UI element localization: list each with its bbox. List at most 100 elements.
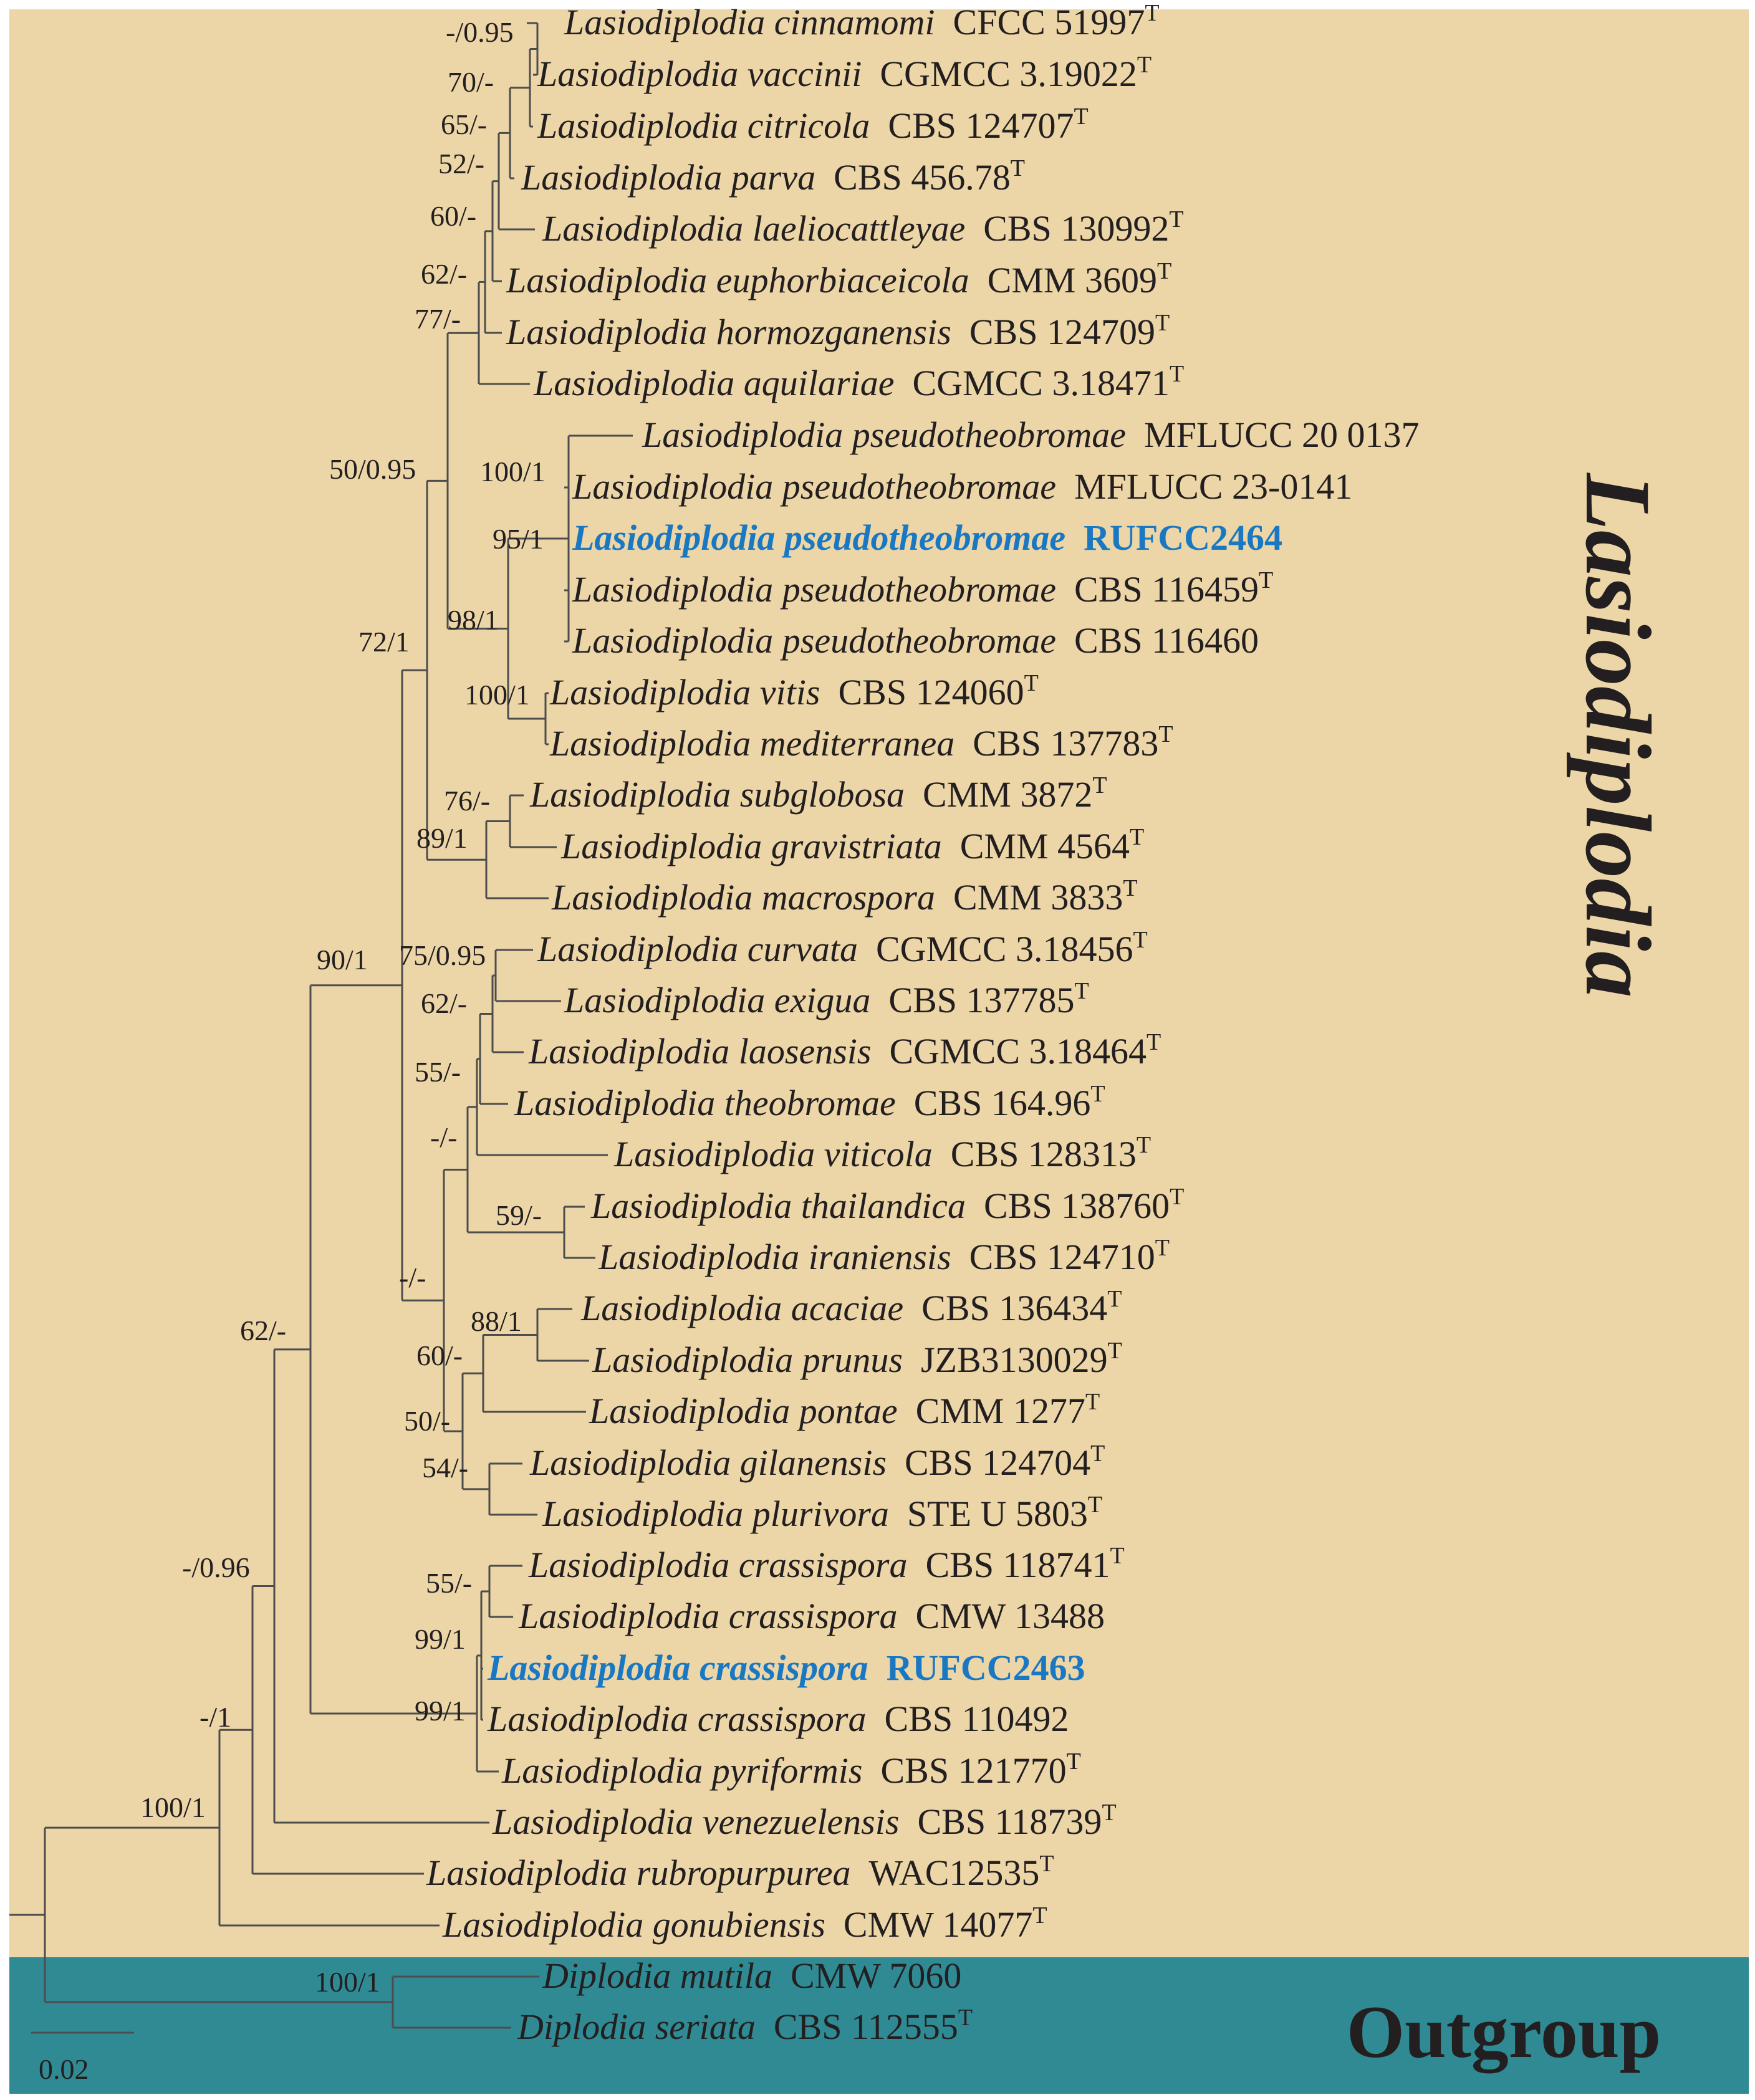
type-marker: T	[1155, 310, 1170, 336]
taxon-species: Lasiodiplodia hormozganensis	[506, 312, 951, 352]
support-values: -/0.95 70/- 65/- 52/- 60/- 62/- 77/- 50/0.95 100…	[140, 16, 546, 1998]
taxon-label: Lasiodiplodia pontae CMM 1277T	[589, 1389, 1100, 1431]
taxon-label: Lasiodiplodia exigua CBS 137785T	[564, 978, 1089, 1020]
taxon-strain: CBS 128313	[933, 1134, 1137, 1174]
taxon-strain: CBS 124709	[951, 312, 1155, 352]
type-marker: T	[958, 2005, 973, 2031]
tree-branches	[9, 22, 633, 2029]
taxon-strain: CMM 3609	[969, 260, 1157, 300]
taxon-species: Lasiodiplodia rubropurpurea	[426, 1853, 851, 1893]
support-value: 100/1	[464, 679, 530, 711]
support-value: 72/1	[358, 626, 410, 658]
support-value: 75/0.95	[399, 939, 486, 971]
support-value: 98/1	[448, 604, 499, 636]
support-value: 99/1	[415, 1695, 466, 1727]
taxon-strain: CMW 7060	[772, 1955, 961, 1996]
taxon-label: Lasiodiplodia euphorbiaceicola CMM 3609T	[506, 258, 1171, 300]
taxon-label: Lasiodiplodia gravistriata CMM 4564T	[560, 824, 1144, 866]
taxon-species: Lasiodiplodia aquilariae	[533, 363, 894, 403]
taxon-species: Diplodia mutila	[542, 1955, 772, 1996]
taxon-strain: CFCC 51997	[935, 2, 1145, 42]
taxon-label: Lasiodiplodia aquilariae CGMCC 3.18471T	[533, 361, 1184, 403]
taxon-species: Lasiodiplodia pseudotheobromae	[572, 569, 1056, 610]
scale-bar: 0.02	[31, 2031, 134, 2085]
taxon-label: Diplodia seriata CBS 112555T	[517, 2005, 973, 2047]
support-value: 89/1	[416, 822, 468, 854]
taxon-species: Lasiodiplodia laosensis	[528, 1031, 871, 1072]
support-value: -/-	[430, 1121, 457, 1153]
taxon-species: Lasiodiplodia crassispora	[487, 1699, 867, 1739]
type-marker: T	[1039, 1851, 1054, 1877]
taxon-label: Lasiodiplodia iraniensis CBS 124710T	[598, 1235, 1170, 1277]
type-marker: T	[1158, 721, 1173, 747]
support-value: 88/1	[471, 1305, 522, 1337]
taxon-species: Lasiodiplodia pyriformis	[501, 1750, 862, 1791]
taxon-label: Lasiodiplodia mediterranea CBS 137783T	[549, 721, 1173, 764]
support-value: -/0.96	[182, 1551, 250, 1583]
taxon-label: Lasiodiplodia pseudotheobromae CBS 11645…	[572, 567, 1273, 610]
taxon-strain: CMM 3833	[935, 877, 1123, 918]
taxon-strain: MFLUCC 20 0137	[1126, 415, 1420, 455]
type-marker: T	[1108, 1338, 1122, 1364]
type-marker: T	[1123, 875, 1137, 901]
support-value: 90/1	[317, 944, 368, 976]
support-value: 100/1	[480, 456, 546, 487]
taxon-strain: CBS 118741	[908, 1545, 1110, 1585]
support-value: 60/-	[416, 1340, 463, 1371]
taxon-strain: CMW 13488	[898, 1596, 1105, 1636]
type-marker: T	[1110, 1543, 1124, 1569]
support-value: 62/-	[421, 258, 467, 290]
taxon-species: Lasiodiplodia euphorbiaceicola	[506, 260, 969, 300]
taxon-strain: CGMCC 3.19022	[862, 54, 1137, 94]
type-marker: T	[1090, 1081, 1105, 1107]
taxon-species: Lasiodiplodia cinnamomi	[564, 2, 935, 42]
taxon-label: Lasiodiplodia theobromae CBS 164.96T	[514, 1081, 1105, 1123]
taxon-species: Lasiodiplodia pseudotheobromae	[642, 415, 1126, 455]
clade-label-lasiodiplodia: Lasiodiplodia	[1566, 472, 1670, 998]
taxon-strain: CGMCC 3.18456	[858, 929, 1133, 969]
taxon-strain: JZB3130029	[903, 1340, 1108, 1380]
type-marker: T	[1137, 52, 1152, 78]
taxon-strain: WAC12535	[851, 1853, 1040, 1893]
taxon-strain: STE U 5803	[889, 1493, 1088, 1534]
taxon-label: Lasiodiplodia viticola CBS 128313T	[613, 1132, 1151, 1174]
support-value: 65/-	[441, 108, 487, 140]
taxon-species: Lasiodiplodia laeliocattleyae	[542, 208, 965, 249]
taxon-strain: CBS 137783	[954, 723, 1158, 764]
taxon-species: Lasiodiplodia crassispora	[518, 1596, 898, 1636]
type-marker: T	[1169, 206, 1183, 233]
taxon-species: Lasiodiplodia parva	[521, 157, 815, 198]
support-value: 76/-	[444, 785, 490, 817]
taxon-strain: RUFCC2463	[868, 1647, 1085, 1688]
type-marker: T	[1147, 1029, 1161, 1055]
taxon-species: Lasiodiplodia citricola	[537, 105, 870, 146]
taxon-label: Lasiodiplodia prunus JZB3130029T	[592, 1338, 1122, 1380]
taxon-label: Lasiodiplodia cinnamomi CFCC 51997T	[564, 0, 1160, 42]
taxon-species: Lasiodiplodia pseudotheobromae	[572, 620, 1056, 661]
support-value: 62/-	[421, 987, 467, 1019]
taxon-strain: CBS 110492	[867, 1699, 1069, 1739]
taxon-species: Lasiodiplodia iraniensis	[598, 1237, 951, 1277]
type-marker: T	[1259, 567, 1273, 593]
taxon-strain: CBS 124710	[951, 1237, 1155, 1277]
type-marker: T	[1170, 1184, 1184, 1210]
taxon-strain: CMW 14077	[825, 1904, 1032, 1945]
support-value: 50/-	[404, 1405, 450, 1437]
type-marker: T	[1137, 1132, 1151, 1158]
support-value: 60/-	[430, 200, 476, 232]
type-marker: T	[1011, 155, 1025, 181]
type-marker: T	[1067, 1748, 1081, 1775]
taxon-species: Lasiodiplodia pseudotheobromae	[572, 466, 1056, 507]
ingroup-background	[9, 9, 1749, 1957]
type-marker: T	[1170, 361, 1184, 387]
type-marker: T	[1090, 1441, 1105, 1467]
support-value: 62/-	[240, 1315, 286, 1346]
taxon-species: Lasiodiplodia crassispora	[487, 1647, 868, 1688]
type-marker: T	[1155, 1235, 1170, 1261]
taxon-strain: CBS 456.78	[815, 157, 1011, 198]
taxon-strain: CBS 136434	[903, 1288, 1107, 1328]
taxon-strain: MFLUCC 23-0141	[1056, 466, 1352, 507]
taxon-label: Lasiodiplodia rubropurpurea WAC12535T	[426, 1851, 1054, 1893]
taxon-strain: CBS 116459	[1056, 569, 1259, 610]
